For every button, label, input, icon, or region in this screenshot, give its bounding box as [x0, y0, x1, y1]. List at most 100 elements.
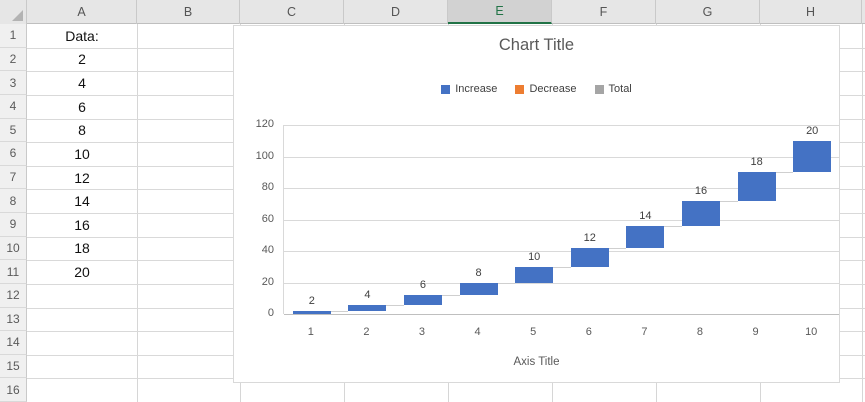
x-tick-1: 1 — [307, 326, 314, 338]
x-axis-title[interactable]: Axis Title — [513, 356, 560, 368]
cell-A1[interactable]: Data: — [65, 27, 99, 44]
data-label-1: 2 — [308, 294, 315, 307]
plot-area[interactable]: 2 4 6 8 10 12 14 16 18 20 — [283, 125, 839, 315]
legend-swatch-total — [594, 84, 604, 94]
waterfall-bar-3[interactable] — [404, 295, 442, 305]
cell-A3[interactable]: 4 — [78, 75, 86, 92]
cell-A11[interactable]: 20 — [74, 264, 90, 281]
legend-item-decrease[interactable]: Decrease — [515, 83, 577, 95]
waterfall-bar-4[interactable] — [459, 282, 498, 296]
waterfall-bar-9[interactable] — [737, 172, 776, 201]
column-header-G[interactable]: G — [656, 0, 760, 24]
column-header-A[interactable]: A — [27, 0, 137, 24]
waterfall-bar-1[interactable] — [292, 310, 331, 314]
row-header-11[interactable]: 11 — [0, 260, 27, 284]
cell-A2[interactable]: 2 — [78, 51, 86, 68]
column-header-C[interactable]: C — [240, 0, 344, 24]
x-tick-8: 8 — [696, 326, 704, 338]
gridline-y-80 — [284, 188, 839, 189]
column-header-H[interactable]: H — [760, 0, 862, 24]
cell-A9[interactable]: 16 — [74, 216, 90, 233]
row-header-8[interactable]: 8 — [0, 189, 27, 213]
column-header-B[interactable]: B — [137, 0, 240, 24]
waterfall-bar-2[interactable] — [348, 304, 387, 311]
row-header-4[interactable]: 4 — [0, 94, 27, 119]
y-tick-40: 40 — [261, 244, 274, 256]
column-header-F[interactable]: F — [552, 0, 656, 24]
waterfall-bar-5[interactable] — [515, 266, 554, 283]
legend-swatch-decrease — [515, 84, 525, 94]
y-tick-100: 100 — [255, 149, 274, 162]
data-label-6: 12 — [583, 231, 596, 244]
row-header-14[interactable]: 14 — [0, 331, 27, 355]
row-header-10[interactable]: 10 — [0, 236, 27, 261]
data-label-8: 16 — [694, 184, 708, 197]
legend-item-total[interactable]: Total — [594, 83, 632, 95]
cell-A5[interactable]: 8 — [78, 122, 86, 139]
waterfall-bar-7[interactable] — [626, 225, 665, 248]
connector-8 — [720, 200, 738, 202]
connector-9 — [775, 172, 794, 174]
waterfall-chart[interactable]: Chart Title Increase Decrease Total 2 4 6 8 10… — [233, 25, 840, 383]
cell-A8[interactable]: 14 — [74, 193, 90, 210]
x-tick-2: 2 — [363, 326, 370, 338]
select-all-corner[interactable] — [0, 0, 27, 24]
select-all-triangle-icon — [12, 10, 23, 21]
row-header-13[interactable]: 13 — [0, 307, 27, 332]
x-tick-3: 3 — [418, 326, 426, 338]
x-tick-10: 10 — [805, 326, 818, 338]
gridline-y-40 — [284, 251, 839, 252]
legend-label: Total — [608, 83, 632, 95]
gridline-y-60 — [284, 219, 839, 221]
legend-swatch-increase — [441, 84, 451, 94]
column-header-E[interactable]: E — [448, 0, 552, 24]
data-label-3: 6 — [419, 279, 427, 292]
row-header-1[interactable]: 1 — [0, 24, 27, 48]
chart-legend[interactable]: Increase Decrease Total — [234, 83, 839, 95]
x-tick-9: 9 — [752, 326, 759, 338]
connector-1 — [330, 310, 349, 312]
connector-4 — [497, 282, 516, 284]
waterfall-bar-6[interactable] — [570, 247, 609, 267]
data-label-5: 10 — [528, 250, 541, 263]
row-header-5[interactable]: 5 — [0, 118, 27, 143]
data-label-2: 4 — [364, 288, 371, 301]
gridline-y-120 — [284, 125, 839, 126]
gridline-y-20 — [284, 282, 839, 284]
row-header-3[interactable]: 3 — [0, 71, 27, 95]
legend-label: Decrease — [529, 83, 577, 95]
y-tick-120: 120 — [255, 118, 274, 130]
data-label-9: 18 — [750, 156, 763, 169]
row-header-6[interactable]: 6 — [0, 142, 27, 166]
connector-2 — [386, 304, 404, 306]
x-tick-6: 6 — [585, 326, 592, 338]
row-header-15[interactable]: 15 — [0, 354, 27, 379]
cell-A10[interactable]: 18 — [74, 240, 90, 257]
row-header-16[interactable]: 16 — [0, 378, 27, 402]
row-header-2[interactable]: 2 — [0, 47, 27, 72]
y-tick-0: 0 — [267, 307, 274, 319]
connector-6 — [608, 247, 627, 249]
legend-label: Increase — [455, 83, 498, 95]
row-header-7[interactable]: 7 — [0, 165, 27, 190]
legend-item-increase[interactable]: Increase — [441, 83, 497, 95]
connector-3 — [442, 295, 460, 297]
x-axis-line — [284, 314, 839, 315]
x-tick-7: 7 — [641, 326, 648, 338]
row-header-9[interactable]: 9 — [0, 213, 27, 237]
cell-A6[interactable]: 10 — [74, 145, 90, 162]
waterfall-bar-10[interactable] — [793, 140, 832, 173]
x-tick-5: 5 — [530, 326, 537, 338]
cell-A4[interactable]: 6 — [78, 98, 86, 115]
cell-A7[interactable]: 12 — [74, 169, 90, 186]
waterfall-bar-8[interactable] — [682, 200, 720, 226]
chart-title[interactable]: Chart Title — [498, 36, 575, 54]
column-header-D[interactable]: D — [344, 0, 448, 24]
y-tick-20: 20 — [261, 275, 274, 288]
gridline-y-100 — [284, 156, 839, 158]
row-header-12[interactable]: 12 — [0, 283, 27, 308]
connector-5 — [553, 266, 571, 268]
data-label-4: 8 — [475, 266, 482, 279]
